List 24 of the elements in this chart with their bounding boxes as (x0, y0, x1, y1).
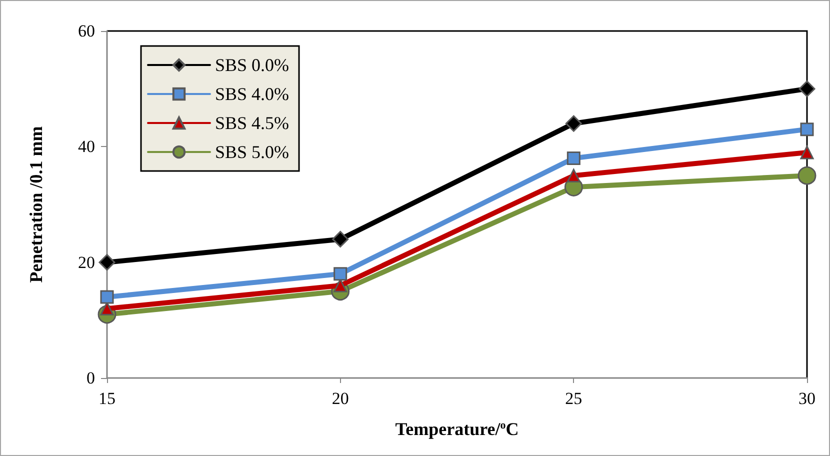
legend-label: SBS 4.0% (215, 84, 290, 104)
y-tick-label: 60 (78, 22, 95, 40)
point (565, 115, 582, 132)
y-axis-title: Penetration /0.1 mm (26, 126, 46, 283)
point (798, 80, 816, 98)
point (334, 267, 348, 281)
legend-label: SBS 0.0% (215, 55, 290, 75)
x-tick-label: 30 (798, 389, 816, 408)
y-tick-label: 0 (86, 368, 95, 388)
point (798, 166, 816, 185)
y-tick-label: 20 (78, 252, 95, 272)
legend-label: SBS 4.5% (215, 113, 290, 133)
x-tick-label: 20 (332, 389, 349, 408)
point (332, 230, 349, 248)
point (566, 168, 580, 182)
point (100, 290, 114, 304)
y-tick-label: 40 (78, 137, 95, 156)
x-tick-label: 15 (98, 389, 116, 408)
point (98, 254, 116, 271)
point (566, 151, 580, 165)
point (800, 122, 814, 136)
legend-label: SBS 5.0% (215, 142, 290, 162)
x-tick-label: 25 (565, 389, 582, 408)
point (800, 146, 814, 160)
